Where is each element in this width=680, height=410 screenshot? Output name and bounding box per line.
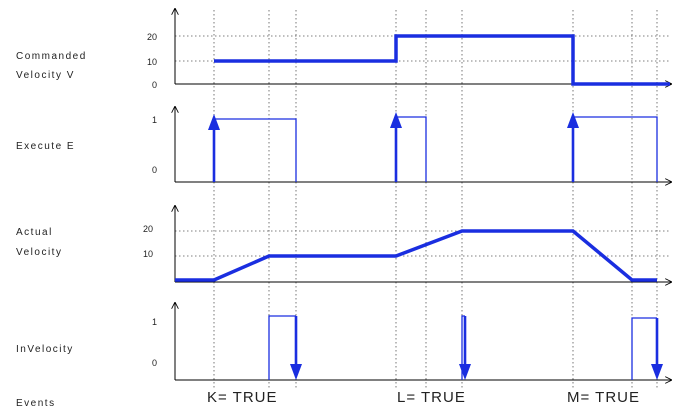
label-execute: Execute E	[16, 141, 75, 152]
invelocity-pulse-l	[459, 315, 471, 380]
label-actual-velocity-line2: Velocity	[16, 247, 62, 258]
label-actual-velocity-line1: Actual	[16, 227, 53, 238]
invelocity-pulse-m	[631, 317, 663, 380]
iv-tick-1: 1	[152, 317, 157, 327]
label-commanded-velocity-line2: Velocity V	[16, 70, 75, 81]
execute-pulse-m	[567, 112, 658, 182]
panel-execute: Execute E 1 0	[16, 106, 672, 182]
actual-velocity-trace	[175, 229, 657, 282]
panel-commanded-velocity: Commanded Velocity V 20 10 0	[16, 8, 672, 90]
event-m: M= TRUE	[567, 389, 640, 406]
av-tick-10: 10	[143, 249, 153, 259]
ex-tick-0: 0	[152, 165, 157, 175]
iv-tick-0: 0	[152, 358, 157, 368]
label-invelocity: InVelocity	[16, 344, 74, 355]
label-commanded-velocity-line1: Commanded	[16, 51, 87, 62]
cv-tick-10: 10	[147, 57, 157, 67]
av-tick-20: 20	[143, 224, 153, 234]
event-k: K= TRUE	[207, 389, 278, 406]
cv-tick-0: 0	[152, 80, 157, 90]
invelocity-pulse-k	[268, 315, 302, 380]
ex-tick-1: 1	[152, 115, 157, 125]
panel-actual-velocity: Actual Velocity 20 10	[16, 205, 672, 282]
panel-invelocity: InVelocity 1 0	[16, 302, 672, 380]
commanded-velocity-trace	[214, 34, 670, 86]
events-row: Events K= TRUE L= TRUE M= TRUE	[16, 389, 640, 409]
cv-tick-20: 20	[147, 32, 157, 42]
vertical-gridlines	[213, 10, 658, 388]
execute-pulse-k	[208, 114, 297, 182]
execute-pulse-l	[390, 112, 427, 182]
label-events: Events	[16, 398, 56, 409]
event-l: L= TRUE	[397, 389, 466, 406]
